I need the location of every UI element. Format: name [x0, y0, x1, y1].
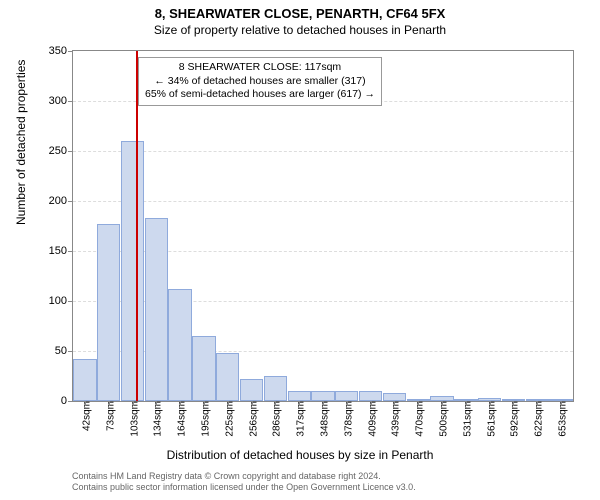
- y-tick-mark: [68, 101, 73, 102]
- x-tick-label: 134sqm: [149, 401, 164, 437]
- y-tick-mark: [68, 301, 73, 302]
- histogram-bar: [383, 393, 406, 401]
- x-tick-mark: [371, 401, 372, 406]
- x-tick-label: 317sqm: [292, 401, 307, 437]
- x-tick-mark: [513, 401, 514, 406]
- x-tick-mark: [299, 401, 300, 406]
- footer-line2: Contains public sector information licen…: [72, 482, 416, 494]
- x-tick-mark: [109, 401, 110, 406]
- histogram-bar: [264, 376, 287, 401]
- y-tick-mark: [68, 151, 73, 152]
- x-tick-label: 500sqm: [435, 401, 450, 437]
- histogram-bar: [168, 289, 191, 401]
- histogram-bar: [192, 336, 215, 401]
- annotation-line1: 8 SHEARWATER CLOSE: 117sqm: [145, 61, 375, 75]
- x-tick-mark: [418, 401, 419, 406]
- title-sub: Size of property relative to detached ho…: [0, 21, 600, 37]
- x-tick-label: 439sqm: [387, 401, 402, 437]
- x-tick-label: 348sqm: [316, 401, 331, 437]
- x-tick-mark: [394, 401, 395, 406]
- x-tick-label: 409sqm: [363, 401, 378, 437]
- x-tick-mark: [537, 401, 538, 406]
- x-tick-label: 286sqm: [268, 401, 283, 437]
- histogram-bar: [335, 391, 358, 401]
- footer-line1: Contains HM Land Registry data © Crown c…: [72, 471, 416, 483]
- x-tick-mark: [442, 401, 443, 406]
- annotation-line2: ← 34% of detached houses are smaller (31…: [145, 75, 375, 89]
- x-tick-label: 561sqm: [482, 401, 497, 437]
- histogram-bar: [121, 141, 144, 401]
- y-tick-mark: [68, 251, 73, 252]
- x-tick-mark: [252, 401, 253, 406]
- histogram-bar: [216, 353, 239, 401]
- y-tick-mark: [68, 351, 73, 352]
- histogram-bar: [240, 379, 263, 401]
- x-tick-label: 103sqm: [125, 401, 140, 437]
- x-tick-mark: [133, 401, 134, 406]
- histogram-bar: [288, 391, 311, 401]
- x-tick-mark: [85, 401, 86, 406]
- annotation-box: 8 SHEARWATER CLOSE: 117sqm← 34% of detac…: [138, 57, 382, 106]
- x-tick-label: 470sqm: [411, 401, 426, 437]
- x-tick-mark: [561, 401, 562, 406]
- x-tick-label: 653sqm: [554, 401, 569, 437]
- x-tick-label: 164sqm: [173, 401, 188, 437]
- y-tick-mark: [68, 401, 73, 402]
- annotation-line3: 65% of semi-detached houses are larger (…: [145, 88, 375, 102]
- histogram-chart: 05010015020025030035042sqm73sqm103sqm134…: [72, 50, 574, 402]
- x-tick-label: 225sqm: [220, 401, 235, 437]
- histogram-bar: [97, 224, 120, 401]
- x-tick-mark: [323, 401, 324, 406]
- histogram-bar: [359, 391, 382, 401]
- x-tick-mark: [275, 401, 276, 406]
- x-tick-label: 195sqm: [196, 401, 211, 437]
- histogram-bar: [311, 391, 334, 401]
- gridline: [73, 151, 573, 152]
- x-tick-label: 531sqm: [458, 401, 473, 437]
- x-tick-mark: [180, 401, 181, 406]
- x-tick-mark: [204, 401, 205, 406]
- gridline: [73, 201, 573, 202]
- x-tick-label: 378sqm: [339, 401, 354, 437]
- y-tick-mark: [68, 201, 73, 202]
- x-tick-mark: [156, 401, 157, 406]
- y-tick-mark: [68, 51, 73, 52]
- y-axis-label: Number of detached properties: [14, 60, 28, 225]
- x-axis-label: Distribution of detached houses by size …: [0, 448, 600, 462]
- x-tick-mark: [466, 401, 467, 406]
- x-tick-mark: [490, 401, 491, 406]
- x-tick-label: 622sqm: [530, 401, 545, 437]
- histogram-bar: [73, 359, 96, 401]
- title-main: 8, SHEARWATER CLOSE, PENARTH, CF64 5FX: [0, 0, 600, 21]
- x-tick-label: 592sqm: [506, 401, 521, 437]
- x-tick-mark: [347, 401, 348, 406]
- footer-attribution: Contains HM Land Registry data © Crown c…: [72, 471, 416, 494]
- x-tick-label: 256sqm: [244, 401, 259, 437]
- histogram-bar: [145, 218, 168, 401]
- x-tick-mark: [228, 401, 229, 406]
